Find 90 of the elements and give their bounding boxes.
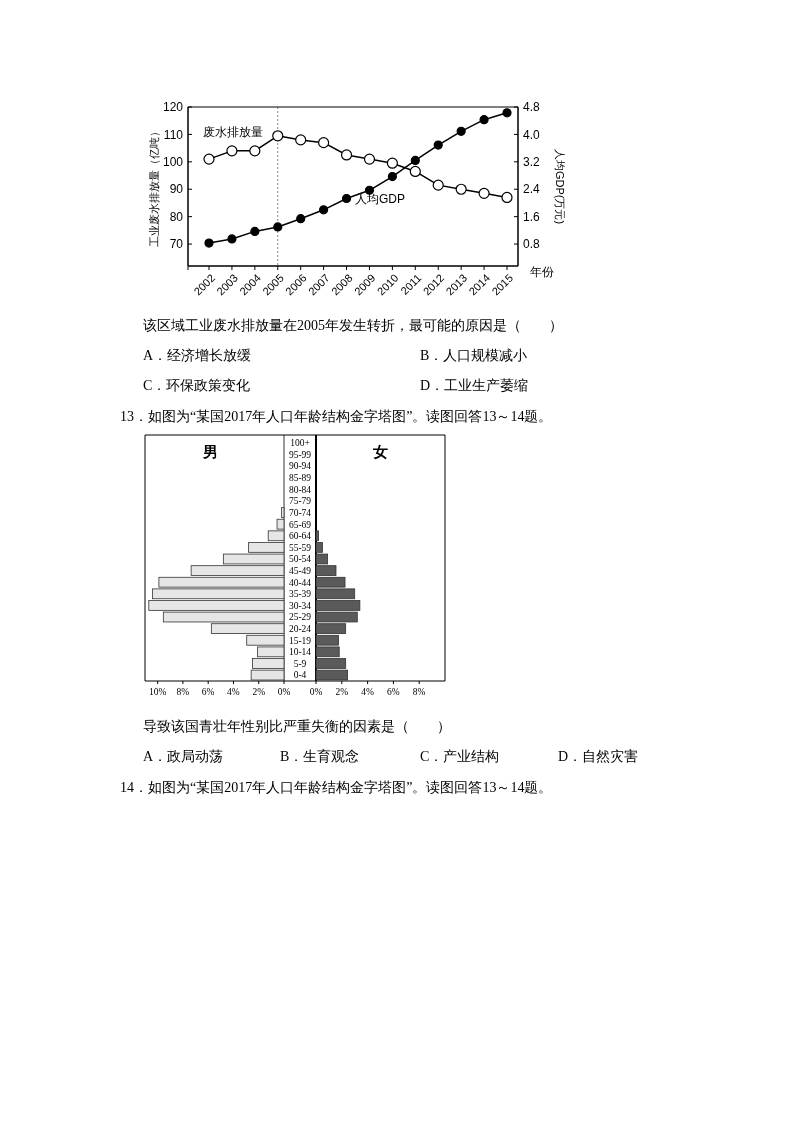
text: C．产业结构	[420, 749, 500, 764]
y-tick-label: 15-19	[288, 635, 312, 646]
text: 14．如图为“某国2017年人口年龄结构金字塔图”。读图回答13～14题。	[120, 780, 553, 795]
x-tick-label: 0%	[277, 687, 291, 697]
text: D．自然灾害	[558, 749, 639, 764]
y-tick-label: 90	[169, 182, 184, 197]
y2-axis-title: 人均GDP(万元)	[554, 148, 566, 225]
point	[501, 191, 513, 204]
y2-tick-label: 2.4	[523, 182, 541, 197]
y-tick-label: 90-94	[288, 461, 312, 472]
x-axis-title: 年份	[530, 265, 554, 279]
x-tick-label: 10%	[148, 687, 167, 697]
y-tick-label: 30-34	[288, 600, 312, 611]
y-tick-label: 5-9	[293, 658, 307, 669]
y-tick-label: 110	[163, 127, 184, 142]
y-tick-label: 70-74	[288, 507, 312, 518]
point	[272, 130, 284, 142]
x-tick-label: 4%	[227, 687, 240, 697]
point	[296, 214, 306, 224]
x-tick-label: 2%	[252, 687, 266, 697]
y-tick-label: 0-4	[293, 670, 307, 681]
point	[387, 171, 397, 182]
y-tick-label: 70	[169, 237, 184, 252]
y-tick-label: 25-29	[288, 612, 312, 623]
y2-tick-label: 0.8	[523, 237, 541, 252]
point	[319, 205, 329, 215]
text: B．人口规模减小	[420, 348, 528, 363]
y-tick-label: 50-54	[288, 554, 312, 565]
y-tick-label: 80-84	[288, 484, 312, 495]
x-tick-label: 6%	[201, 687, 215, 697]
point	[250, 226, 260, 236]
point	[478, 187, 490, 199]
point	[226, 145, 238, 157]
point	[204, 238, 214, 248]
text: A．政局动荡	[143, 749, 224, 764]
point	[295, 134, 307, 146]
point	[227, 234, 237, 244]
series-label: 废水排放量	[203, 125, 263, 139]
y-tick-label: 45-49	[288, 565, 312, 576]
point	[363, 153, 376, 165]
text: D．工业生产萎缩	[420, 378, 529, 393]
text: 导致该国青壮年性别比严重失衡的因素是（ ）	[143, 719, 451, 734]
point	[455, 183, 467, 195]
y-tick-label: 65-69	[288, 519, 312, 530]
point	[341, 193, 352, 204]
x-tick-label: 6%	[387, 687, 400, 697]
x-tick-label: 8%	[176, 687, 190, 697]
y-tick-label: 55-59	[288, 542, 312, 553]
point	[318, 137, 330, 149]
point	[386, 157, 398, 169]
y-tick-label: 75-79	[288, 496, 312, 507]
y-tick-label: 95-99	[288, 449, 312, 460]
y2-tick-label: 3.2	[523, 155, 541, 170]
y-axis-title: 工业废水排放量（亿吨）	[148, 126, 160, 247]
point	[203, 153, 215, 165]
point	[432, 179, 444, 191]
text: B．生育观念	[280, 748, 360, 764]
y-tick-label: 40-44	[288, 577, 312, 588]
text: 该区域工业废水排放量在2005年发生转折，最可能的原因是（ ）	[143, 318, 563, 333]
y2-tick-label: 1.6	[523, 209, 541, 224]
y-tick-label: 85-89	[288, 473, 312, 484]
text: 13．如图为“某国2017年人口年龄结构金字塔图”。读图回答13～14题。	[120, 409, 553, 424]
text: A．经济增长放缓	[143, 348, 252, 363]
x-tick-label: 2%	[335, 687, 349, 697]
x-tick-label: 4%	[361, 687, 375, 697]
y2-tick-label: 4.0	[523, 127, 541, 142]
point	[433, 140, 443, 150]
text: 男	[201, 444, 218, 460]
y-tick-label: 100	[162, 155, 184, 170]
y-tick-label: 20-24	[288, 623, 312, 634]
point	[340, 149, 353, 161]
point	[409, 165, 421, 178]
x-tick-label: 0%	[309, 687, 323, 697]
y2-tick-label: 4.8	[523, 100, 541, 115]
y-tick-label: 120	[162, 100, 184, 115]
point	[410, 155, 420, 166]
point	[479, 115, 489, 125]
point	[249, 145, 261, 157]
y-tick-label: 10-14	[288, 647, 312, 658]
point	[456, 126, 466, 136]
series-label: 人均GDP	[355, 192, 406, 206]
point	[273, 222, 283, 232]
text: 女	[371, 444, 388, 460]
point	[502, 108, 512, 118]
y-tick-label: 35-39	[288, 589, 312, 600]
x-tick-label: 8%	[412, 687, 426, 697]
y-tick-label: 60-64	[288, 531, 312, 542]
y-tick-label: 100+	[290, 438, 310, 449]
text: C．环保政策变化	[143, 378, 251, 393]
y-tick-label: 80	[169, 209, 184, 224]
